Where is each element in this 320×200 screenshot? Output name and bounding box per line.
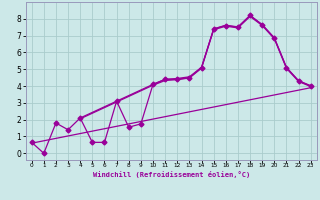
X-axis label: Windchill (Refroidissement éolien,°C): Windchill (Refroidissement éolien,°C) (92, 171, 250, 178)
